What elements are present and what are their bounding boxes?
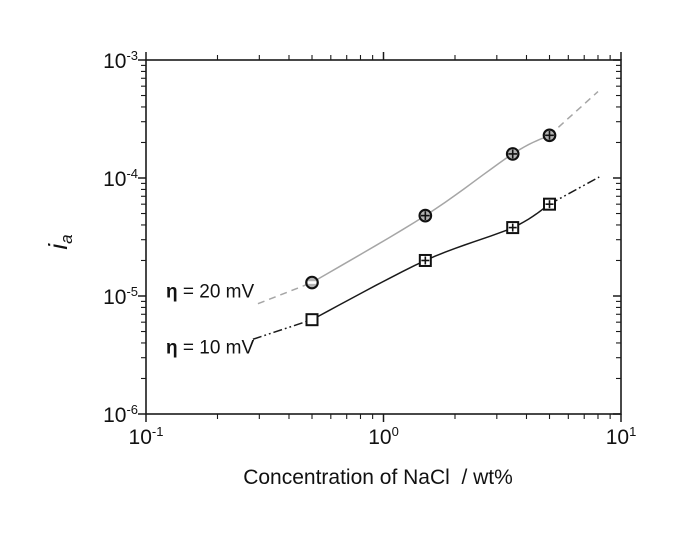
y-tick-label: 10-4 [103, 166, 138, 191]
eta-symbol: η [166, 337, 178, 359]
y-tick-label: 10-5 [103, 284, 138, 309]
y-tick-label: 10-3 [103, 48, 138, 73]
annotation-eta-10mv: η = 10 mV [166, 339, 254, 358]
annotation-eta-20mv-text: = 20 mV [177, 281, 255, 303]
eta-10mV-data-point [506, 221, 520, 235]
eta-10mV-data-point [543, 197, 557, 211]
eta-20mV-data-point [542, 128, 557, 143]
y-axis-symbol: i [43, 243, 73, 250]
eta-symbol: η [166, 281, 178, 303]
eta-20mV-data-point [505, 147, 520, 161]
x-tick-label: 100 [368, 424, 399, 449]
annotation-eta-20mv: η = 20 mV [166, 283, 254, 302]
x-axis-title: Concentration of NaCl / wt% [243, 466, 513, 489]
eta-20mV-fit-line [311, 134, 550, 284]
eta-20mV-fit-extension-high [549, 91, 599, 136]
annotation-eta-10mv-text: = 10 mV [177, 337, 255, 359]
y-axis-title: ia [43, 234, 76, 250]
eta-20mV-fit-extension-low [257, 281, 313, 305]
x-tick-label: 10-1 [128, 424, 164, 449]
eta-10mV-fit-extension-low [252, 318, 313, 340]
y-tick-label: 10-6 [103, 402, 138, 427]
x-tick-label: 101 [605, 424, 637, 449]
eta-10mV-fit-line [311, 203, 550, 321]
eta-10mV-data-point [305, 313, 319, 327]
eta-10mV-fit-extension-high [549, 176, 600, 205]
eta-20mV-data-point [418, 208, 433, 223]
axes-frame [145, 59, 622, 415]
eta-20mV-data-point [305, 275, 319, 290]
eta-10mV-data-point [418, 253, 432, 267]
y-axis-subscript: a [57, 234, 76, 244]
